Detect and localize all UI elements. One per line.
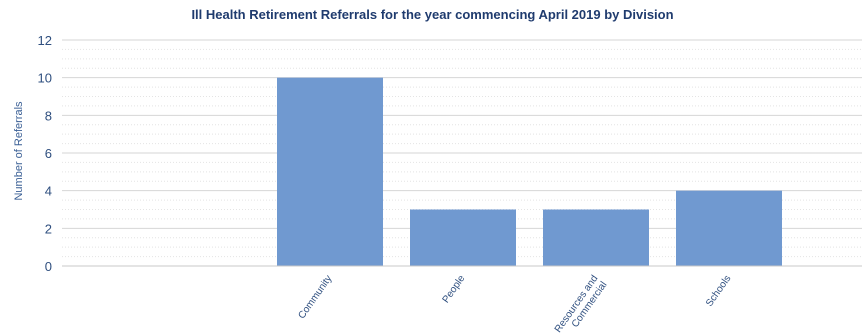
y-tick-label: 8 — [45, 108, 52, 123]
x-axis-category-labels: Community People Resources andCommercial Sc… — [296, 273, 733, 336]
x-category-label: Schools — [704, 273, 733, 308]
y-axis-title: Number of Referrals — [13, 101, 25, 201]
y-tick-label: 10 — [38, 71, 52, 86]
bar-people — [410, 209, 516, 266]
y-tick-label: 2 — [45, 221, 52, 236]
bars — [277, 77, 782, 267]
chart-title: Ill Health Retirement Referrals for the … — [191, 7, 674, 22]
y-tick-label: 4 — [45, 184, 52, 199]
y-tick-label: 6 — [45, 146, 52, 161]
y-tick-label: 0 — [45, 259, 52, 274]
bar-schools — [676, 190, 782, 266]
y-axis-tick-labels: 0 2 4 6 8 10 12 — [38, 33, 52, 274]
bar-community — [277, 77, 383, 267]
x-category-label: People — [441, 273, 468, 305]
x-category-label-line: Schools — [704, 273, 733, 308]
bar-resources-and-commercial — [543, 209, 649, 266]
x-category-label-line: Community — [296, 273, 334, 321]
x-category-label: Resources andCommercial — [553, 273, 610, 336]
x-category-label-line: People — [441, 273, 468, 305]
y-tick-label: 12 — [38, 33, 52, 48]
x-category-label: Community — [296, 273, 334, 321]
